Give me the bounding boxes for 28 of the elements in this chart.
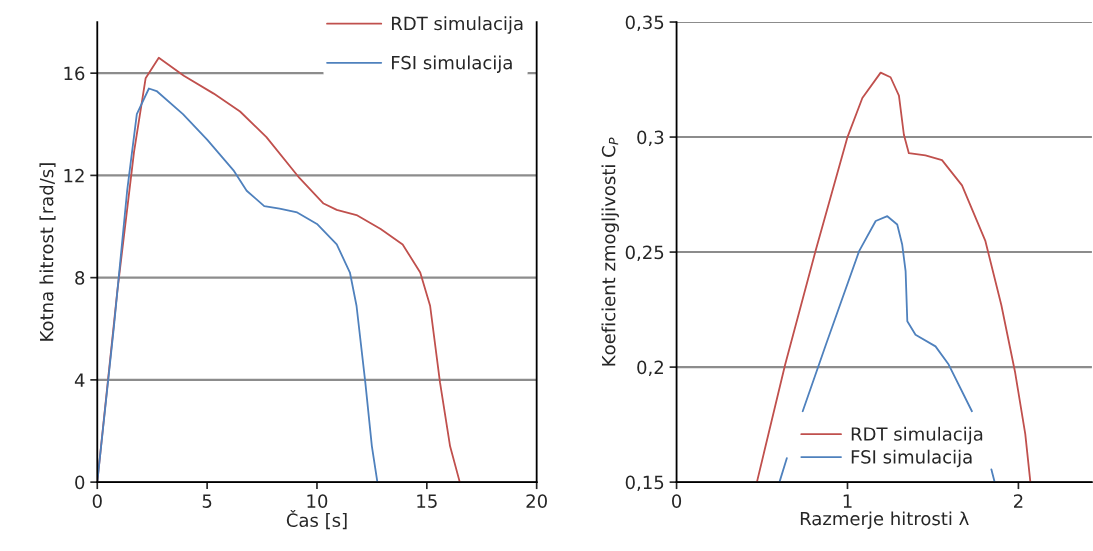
y-tick-label: 0 — [75, 475, 85, 490]
x-axis-title: Čas [s] — [286, 510, 347, 530]
y-tick-label: 12 — [64, 168, 84, 183]
y-tick-label: 0,35 — [625, 15, 664, 31]
x-tick-label: 1 — [843, 494, 852, 508]
y-tick-label: 0,25 — [625, 245, 664, 262]
y-tick-label: 16 — [64, 66, 85, 81]
y-tick-label: 4 — [74, 373, 85, 387]
x-tick-label: 15 — [417, 494, 437, 508]
y-tick-label: 0,2 — [637, 360, 663, 377]
legend-label: FSI simulacija — [392, 55, 512, 73]
y-axis-title: Kotna hitrost [rad/s] — [39, 163, 56, 341]
line-series — [97, 87, 379, 483]
legend-label: RDT simulacija — [392, 16, 523, 34]
x-tick-label: 0 — [92, 494, 102, 508]
y-axis-title: Koeficient zmogljivosti C$_{P}$ — [601, 137, 619, 366]
x-tick-label: 2 — [1013, 494, 1023, 508]
x-axis-title: Razmerje hitrosti λ — [800, 511, 969, 529]
x-tick-label: 10 — [307, 494, 328, 508]
y-tick-label: 0,3 — [637, 130, 664, 147]
line-series — [755, 71, 1032, 483]
y-tick-label: 8 — [75, 271, 85, 285]
legend-label: RDT simulacija — [851, 426, 983, 445]
legend-label: FSI simulacija — [851, 449, 972, 468]
x-tick-label: 20 — [526, 494, 547, 508]
y-tick-label: 0,15 — [625, 475, 664, 492]
x-tick-label: 0 — [672, 494, 682, 508]
x-tick-label: 5 — [202, 494, 212, 508]
